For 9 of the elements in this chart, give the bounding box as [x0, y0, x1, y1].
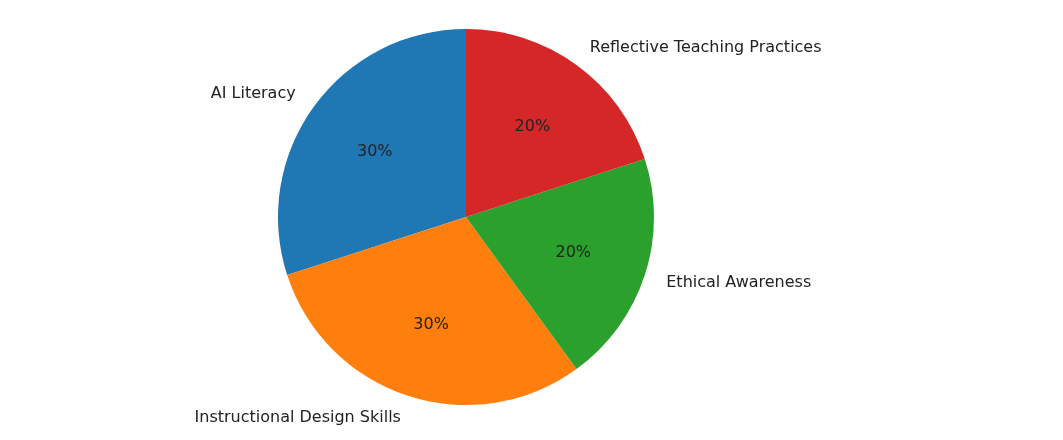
- pie-slice: [466, 158, 654, 370]
- data-label: 20%: [514, 115, 551, 135]
- slice-label: Instructional Design Skills: [194, 407, 401, 427]
- slice-label: Ethical Awareness: [666, 272, 812, 292]
- data-label: 30%: [413, 314, 449, 334]
- slice-label: AI Literacy: [210, 83, 296, 103]
- data-label: 20%: [555, 241, 592, 261]
- slice-label: Reflective Teaching Practices: [589, 36, 822, 56]
- data-label: 30%: [356, 140, 393, 160]
